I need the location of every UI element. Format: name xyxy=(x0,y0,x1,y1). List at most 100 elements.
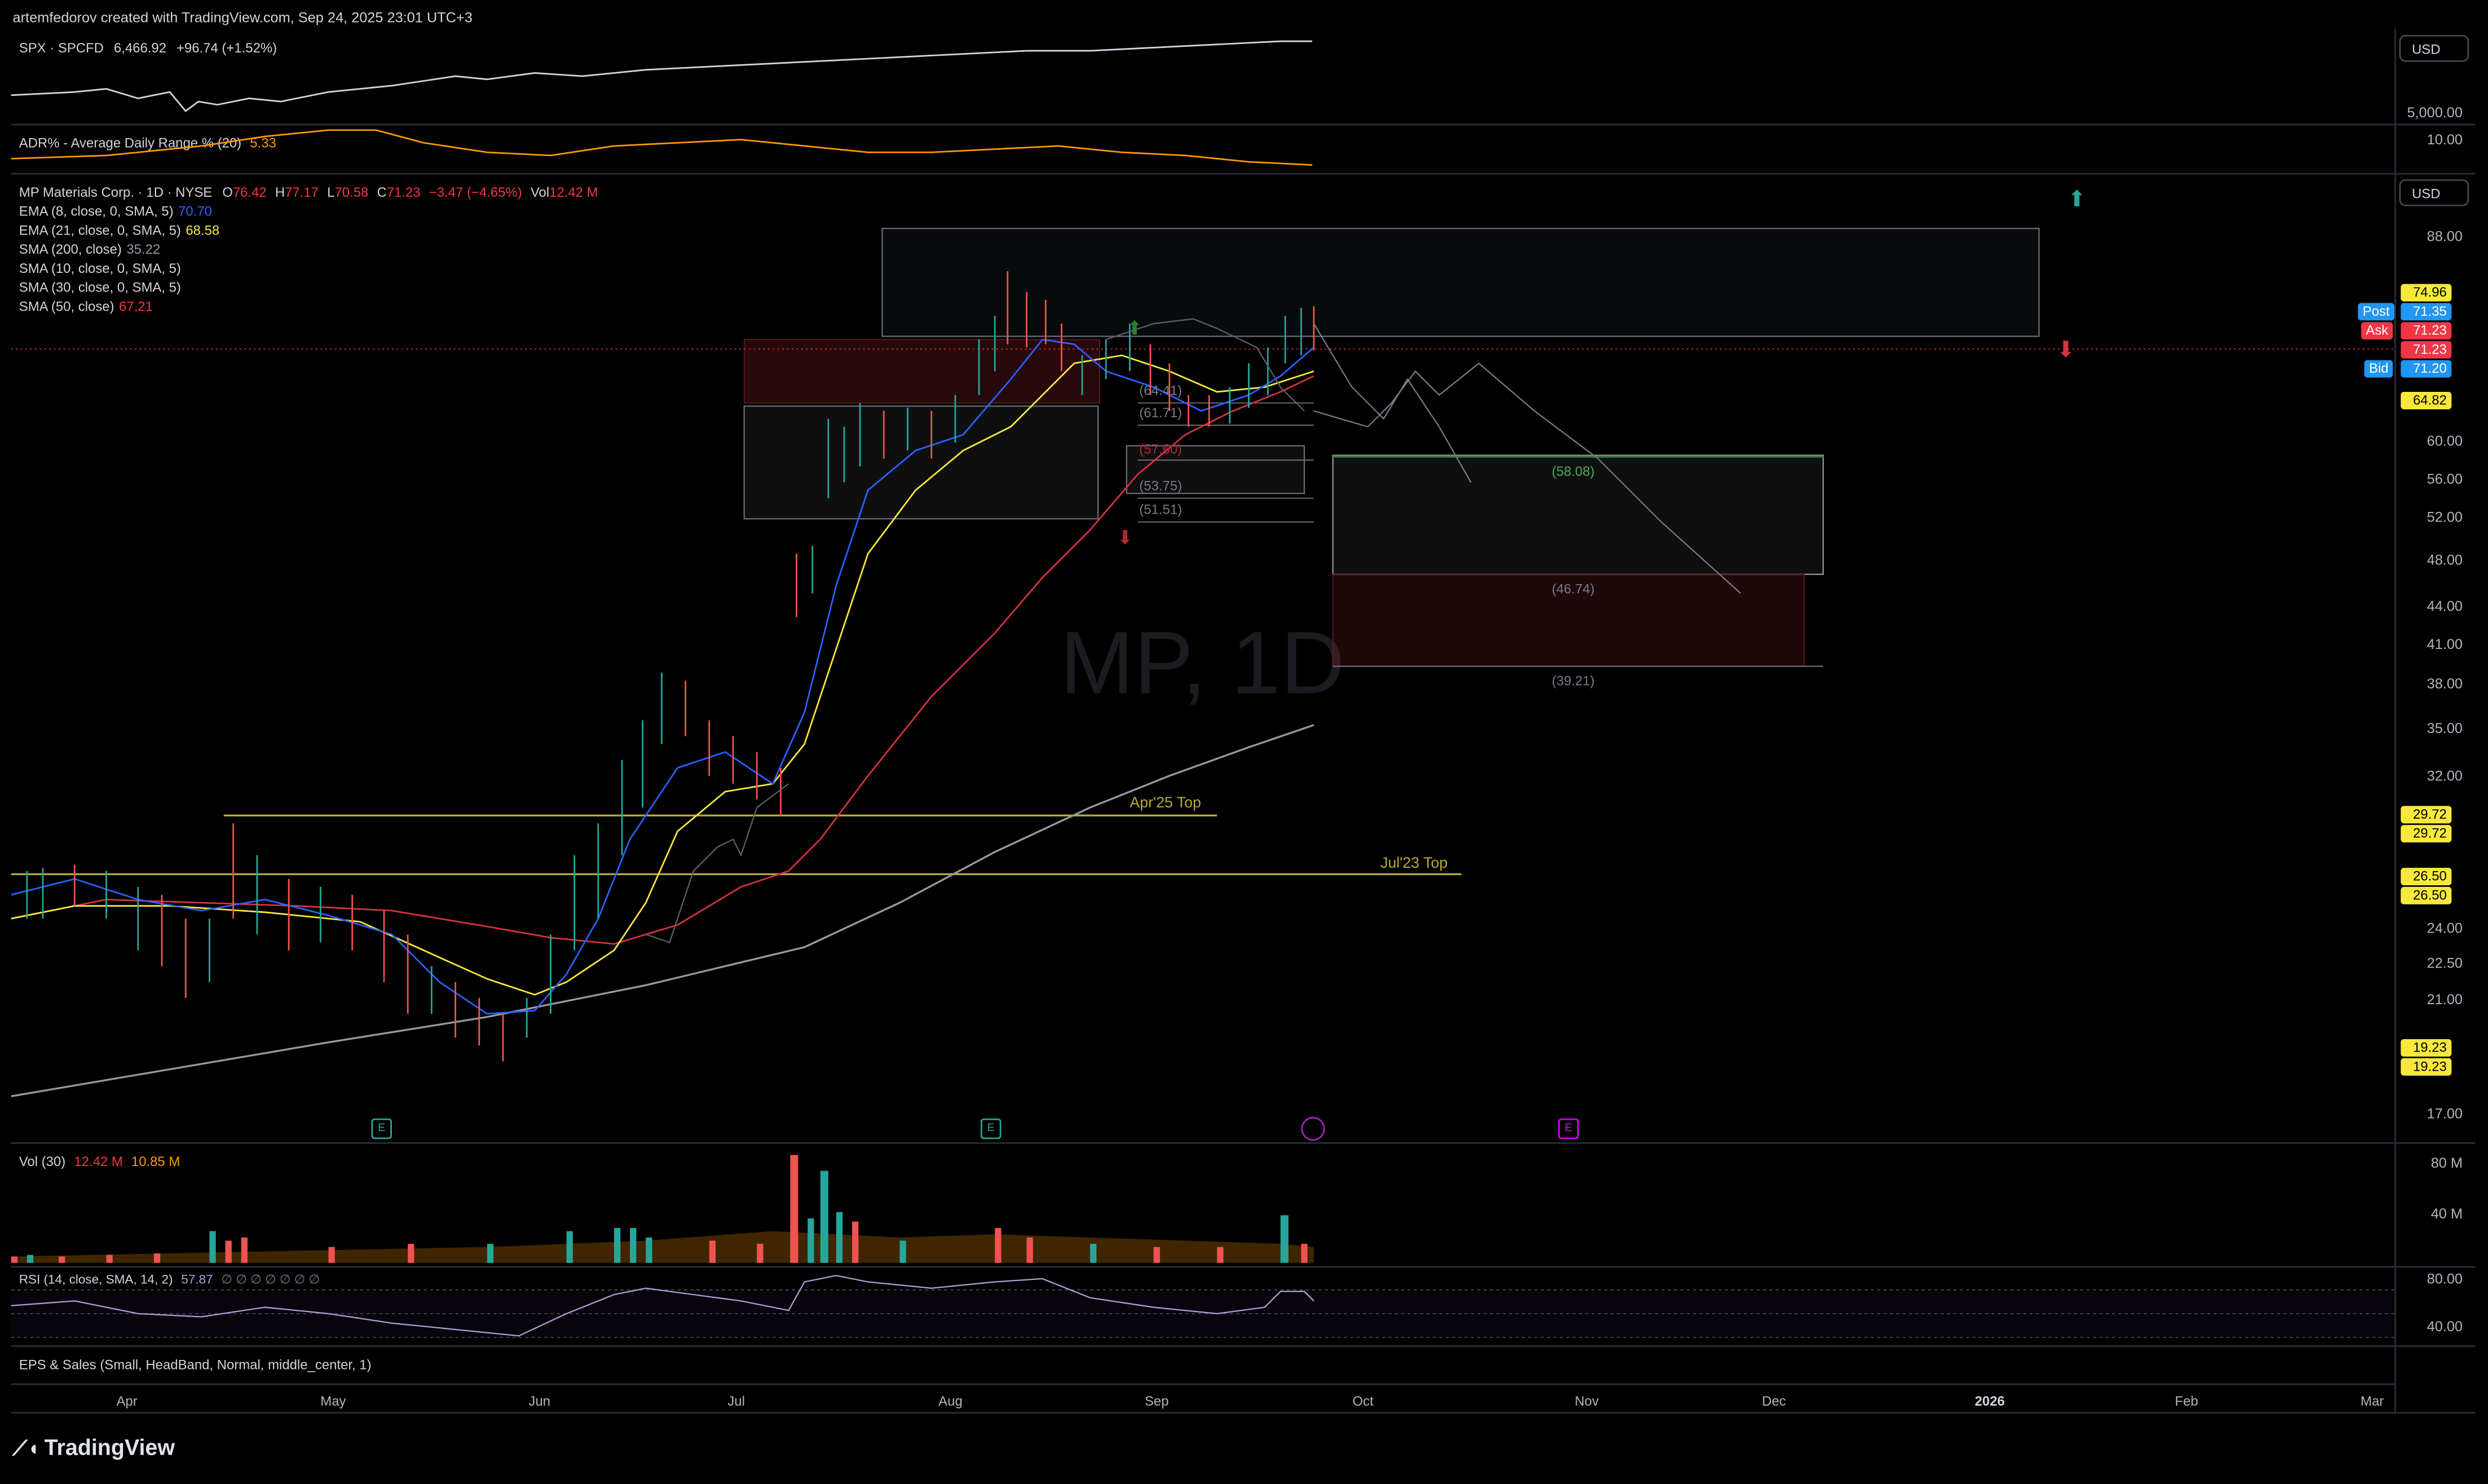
last-price-tag: 71.23 xyxy=(2401,341,2452,359)
volume-axis-label: 40 M xyxy=(2430,1205,2463,1222)
projection-path-up xyxy=(645,783,789,943)
open-value: 76.42 xyxy=(232,184,267,200)
high-value: 77.17 xyxy=(285,184,319,200)
eps-legend[interactable]: EPS & Sales (Small, HeadBand, Normal, mi… xyxy=(19,1356,372,1372)
price-axis-label: 44.00 xyxy=(2427,598,2463,614)
indicator-value: 35.22 xyxy=(126,241,161,257)
projection-path-3 xyxy=(1105,318,1305,412)
time-axis-label: Aug xyxy=(938,1393,963,1409)
price-tag: 19.23 xyxy=(2401,1058,2452,1076)
arrow-up-icon[interactable]: ⬆ xyxy=(2067,186,2086,211)
adr-line xyxy=(11,129,1313,166)
adr-legend[interactable]: ADR% - Average Daily Range % (20) 5.33 xyxy=(19,135,276,151)
rsi-chart xyxy=(11,1275,2395,1338)
price-axis-label: 56.00 xyxy=(2427,471,2463,487)
price-axis-label: 22.50 xyxy=(2427,955,2463,971)
change-value: −3.47 (−4.65%) xyxy=(429,184,522,200)
price-tag: 29.72 xyxy=(2401,806,2452,824)
tv-logo-icon: ⟋◖ xyxy=(12,1436,40,1460)
price-axis-label: 24.00 xyxy=(2427,920,2463,937)
target-zone-lower xyxy=(1332,573,1805,667)
close-label: C xyxy=(377,184,387,200)
time-axis-label: May xyxy=(320,1393,346,1409)
spx-currency-button[interactable]: USD xyxy=(2399,34,2469,62)
rsi-legend[interactable]: RSI (14, close, SMA, 14, 2) 57.87 ∅ ∅ ∅ … xyxy=(19,1273,320,1287)
spx-axis-label: 5,000.00 xyxy=(2407,104,2463,121)
indicator-name: SMA (30, close, 0, SMA, 5) xyxy=(19,279,181,295)
spx-symbol: SPX · SPCFD xyxy=(19,39,104,56)
tradingview-logo[interactable]: ⟋◖ TradingView xyxy=(13,1434,175,1461)
post-label: Post xyxy=(2362,303,2390,319)
low-value: 70.58 xyxy=(334,184,369,200)
time-axis-label: Jul xyxy=(727,1393,745,1409)
time-axis-label: Sep xyxy=(1144,1393,1169,1409)
brand-name: TradingView xyxy=(44,1434,175,1460)
indicator-legend-sma30[interactable]: SMA (30, close, 0, SMA, 5) xyxy=(19,279,181,295)
indicator-legend-sma10[interactable]: SMA (10, close, 0, SMA, 5) xyxy=(19,260,181,276)
bid-tag: Bid xyxy=(2364,360,2394,378)
symbol-legend[interactable]: MP Materials Corp. · 1D · NYSE O76.42 H7… xyxy=(19,184,598,200)
spx-price: 6,466.92 xyxy=(113,39,167,56)
bid-price-tag: 71.20 xyxy=(2401,360,2452,378)
ema8-line xyxy=(11,338,1314,1015)
price-axis-label: 32.00 xyxy=(2427,767,2463,784)
price-axis-label: 41.00 xyxy=(2427,636,2463,652)
time-axis[interactable] xyxy=(11,1383,2395,1414)
volume-value: 12.42 M xyxy=(74,1153,123,1169)
indicator-legend-sma200[interactable]: SMA (200, close) 35.22 xyxy=(19,241,160,257)
indicator-legend-ema8[interactable]: EMA (8, close, 0, SMA, 5) 70.70 xyxy=(19,203,212,219)
chart-watermark: MP, 1D xyxy=(1060,612,1345,713)
arrow-down-icon[interactable]: ⬇ xyxy=(1117,527,1133,549)
fib-label: (57.60) xyxy=(1139,441,1183,457)
sma200-line xyxy=(11,724,1314,1098)
indicator-legend-sma50[interactable]: SMA (50, close) 67.21 xyxy=(19,298,153,314)
volume-ma-value: 10.85 M xyxy=(131,1153,180,1169)
price-chart-canvas[interactable] xyxy=(11,173,2395,1142)
vol-value: 12.42 M xyxy=(549,184,598,200)
indicator-name: SMA (200, close) xyxy=(19,241,122,257)
volume-pane[interactable] xyxy=(11,1142,2476,1267)
rsi-label: RSI (14, close, SMA, 14, 2) xyxy=(19,1272,173,1287)
price-axis-label: 17.00 xyxy=(2427,1106,2463,1122)
indicator-legend-ema21[interactable]: EMA (21, close, 0, SMA, 5) 68.58 xyxy=(19,222,219,238)
target-label: (39.21) xyxy=(1551,673,1595,689)
time-axis-label: Apr xyxy=(116,1393,138,1409)
main-price-pane[interactable] xyxy=(11,173,2476,1144)
projection-path-1 xyxy=(1313,323,1472,483)
indicator-name: EMA (21, close, 0, SMA, 5) xyxy=(19,222,181,238)
eps-pane[interactable] xyxy=(11,1345,2476,1385)
spx-legend[interactable]: SPX · SPCFD 6,466.92 +96.74 (+1.52%) xyxy=(19,39,277,55)
spx-change: +96.74 (+1.52%) xyxy=(176,39,277,56)
price-axis-label: 88.00 xyxy=(2427,228,2463,245)
resistance-zone-box xyxy=(881,228,2040,337)
close-value: 71.23 xyxy=(386,184,421,200)
rsi-axis-label: 40.00 xyxy=(2427,1318,2463,1335)
indicator-value: 70.70 xyxy=(178,203,212,219)
earnings-marker-icon[interactable]: E xyxy=(1558,1118,1579,1140)
main-currency-button[interactable]: USD xyxy=(2399,179,2469,206)
volume-legend[interactable]: Vol (30) 12.42 M 10.85 M xyxy=(19,1154,180,1169)
target-label: (46.74) xyxy=(1551,580,1595,597)
rsi-pane[interactable] xyxy=(11,1266,2476,1347)
volume-label: Vol (30) xyxy=(19,1153,66,1169)
earnings-marker-icon[interactable]: E xyxy=(980,1118,1002,1140)
rsi-axis-label: 80.00 xyxy=(2427,1270,2463,1287)
arrow-down-icon[interactable]: ⬇ xyxy=(2056,336,2075,362)
indicator-name: SMA (50, close) xyxy=(19,298,114,315)
low-label: L xyxy=(327,184,335,200)
dividend-marker-icon[interactable] xyxy=(1301,1116,1325,1141)
bid-label: Bid xyxy=(2369,360,2389,376)
adr-axis-label: 10.00 xyxy=(2427,131,2463,148)
arrow-up-icon[interactable]: ⬆ xyxy=(1126,317,1143,340)
high-label: H xyxy=(275,184,285,200)
adr-pane[interactable] xyxy=(11,123,2476,174)
earnings-marker-icon[interactable]: E xyxy=(371,1118,392,1140)
price-axis-label: 38.00 xyxy=(2427,675,2463,692)
indicator-name: EMA (8, close, 0, SMA, 5) xyxy=(19,203,174,219)
fib-zone-box xyxy=(1126,445,1305,494)
indicator-value: 68.58 xyxy=(186,222,220,238)
vol-label: Vol xyxy=(530,184,550,200)
ask-tag: Ask xyxy=(2361,322,2393,340)
chart-bottom-border xyxy=(11,1412,2476,1414)
